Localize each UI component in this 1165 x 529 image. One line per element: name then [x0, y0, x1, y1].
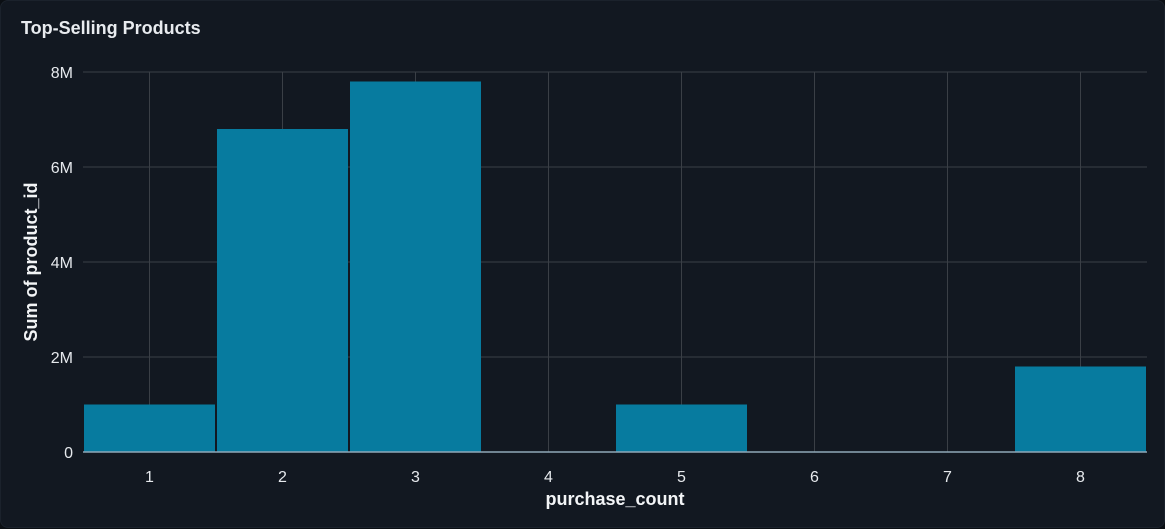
- bar-2[interactable]: [217, 129, 348, 452]
- bar-3[interactable]: [350, 81, 481, 453]
- x-tick-label: 5: [677, 469, 686, 486]
- y-tick-label: 8M: [51, 65, 73, 82]
- y-tick-label: 0: [64, 445, 73, 462]
- y-axis-title: Sum of product_id: [21, 183, 41, 342]
- x-tick-label: 4: [544, 469, 553, 486]
- x-tick-label: 2: [278, 469, 287, 486]
- panel-title: Top-Selling Products: [21, 18, 201, 38]
- x-tick-label: 6: [810, 469, 819, 486]
- x-tick-label: 3: [411, 469, 420, 486]
- bar-8[interactable]: [1015, 366, 1146, 453]
- y-tick-label: 6M: [51, 160, 73, 177]
- bar-5[interactable]: [616, 404, 747, 453]
- x-tick-label: 7: [943, 469, 952, 486]
- y-tick-label: 2M: [51, 350, 73, 367]
- x-axis-title: purchase_count: [545, 489, 684, 509]
- x-tick-label: 8: [1076, 469, 1085, 486]
- bar-1[interactable]: [84, 404, 215, 453]
- x-tick-label: 1: [145, 469, 154, 486]
- bars: [84, 81, 1146, 453]
- y-tick-label: 4M: [51, 255, 73, 272]
- tick-labels: 0 2M 4M 6M 8M 1 2 3 4 5 6 7 8: [51, 65, 1085, 486]
